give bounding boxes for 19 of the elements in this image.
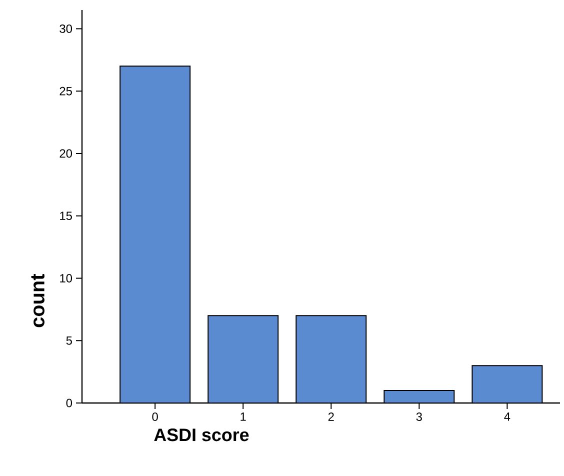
y-tick-label: 5 (66, 336, 72, 345)
x-tick-label: 2 (328, 412, 334, 421)
bar (296, 315, 367, 403)
x-tick-label: 0 (152, 412, 158, 421)
x-axis-title: ASDI score (154, 428, 249, 442)
bar (208, 315, 279, 403)
y-tick-label: 30 (60, 24, 72, 33)
x-tick-label: 1 (240, 412, 246, 421)
bar (120, 66, 191, 403)
y-tick-label: 0 (66, 398, 72, 408)
y-tick-label: 15 (60, 212, 72, 220)
y-tick-label: 20 (60, 149, 72, 158)
bar (472, 365, 543, 403)
x-tick-label: 4 (504, 412, 510, 421)
y-tick-label: 25 (60, 86, 72, 96)
bar (384, 390, 454, 403)
y-tick-label: 10 (60, 274, 72, 282)
y-axis-title: count (31, 274, 44, 328)
x-tick-label: 3 (416, 412, 422, 421)
